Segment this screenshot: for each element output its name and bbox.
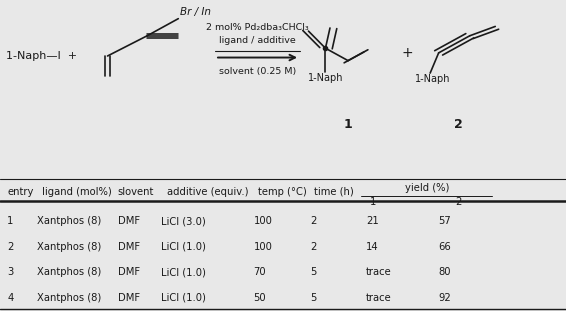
- Text: DMF: DMF: [118, 216, 140, 226]
- Text: 1: 1: [370, 197, 377, 207]
- Text: 1-Naph: 1-Naph: [415, 74, 451, 84]
- Text: Xantphos (8): Xantphos (8): [37, 216, 101, 226]
- Text: 14: 14: [366, 242, 379, 252]
- Text: 3: 3: [7, 267, 14, 277]
- Text: 1-Naph: 1-Naph: [308, 73, 343, 83]
- Text: LiCl (1.0): LiCl (1.0): [161, 293, 206, 303]
- Text: trace: trace: [366, 267, 392, 277]
- Text: 2: 2: [7, 242, 14, 252]
- Text: additive (equiv.): additive (equiv.): [167, 187, 248, 197]
- Text: LiCl (3.0): LiCl (3.0): [161, 216, 206, 226]
- Text: LiCl (1.0): LiCl (1.0): [161, 242, 206, 252]
- Text: 66: 66: [439, 242, 452, 252]
- Text: Xantphos (8): Xantphos (8): [37, 267, 101, 277]
- Text: 70: 70: [254, 267, 266, 277]
- Text: ligand / additive: ligand / additive: [219, 36, 296, 45]
- Text: 21: 21: [366, 216, 379, 226]
- Text: Xantphos (8): Xantphos (8): [37, 293, 101, 303]
- Text: 2: 2: [310, 216, 316, 226]
- Text: entry: entry: [7, 187, 34, 197]
- Text: 1-Naph—I  +: 1-Naph—I +: [6, 51, 77, 61]
- Text: temp (°C): temp (°C): [258, 187, 306, 197]
- Text: +: +: [402, 46, 413, 60]
- Text: 92: 92: [439, 293, 452, 303]
- Text: LiCl (1.0): LiCl (1.0): [161, 267, 206, 277]
- Text: yield (%): yield (%): [405, 183, 449, 193]
- Text: Xantphos (8): Xantphos (8): [37, 242, 101, 252]
- Text: 2: 2: [310, 242, 316, 252]
- Text: DMF: DMF: [118, 242, 140, 252]
- Text: 2: 2: [455, 197, 462, 207]
- Text: 100: 100: [254, 216, 272, 226]
- Text: 57: 57: [439, 216, 452, 226]
- Text: 4: 4: [7, 293, 14, 303]
- Text: 80: 80: [439, 267, 451, 277]
- Text: DMF: DMF: [118, 267, 140, 277]
- Text: 50: 50: [254, 293, 266, 303]
- Text: 1: 1: [7, 216, 14, 226]
- Text: 5: 5: [310, 293, 316, 303]
- Text: 2 mol% Pd₂dba₃CHCl₃: 2 mol% Pd₂dba₃CHCl₃: [206, 24, 309, 32]
- Text: trace: trace: [366, 293, 392, 303]
- Text: DMF: DMF: [118, 293, 140, 303]
- Text: solvent (0.25 M): solvent (0.25 M): [219, 67, 296, 76]
- Text: 2: 2: [454, 118, 463, 131]
- Text: 1: 1: [344, 118, 353, 131]
- Text: 100: 100: [254, 242, 272, 252]
- Text: slovent: slovent: [118, 187, 154, 197]
- Text: Br / In: Br / In: [180, 7, 211, 17]
- Text: time (h): time (h): [314, 187, 354, 197]
- Text: ligand (mol%): ligand (mol%): [42, 187, 112, 197]
- Text: 5: 5: [310, 267, 316, 277]
